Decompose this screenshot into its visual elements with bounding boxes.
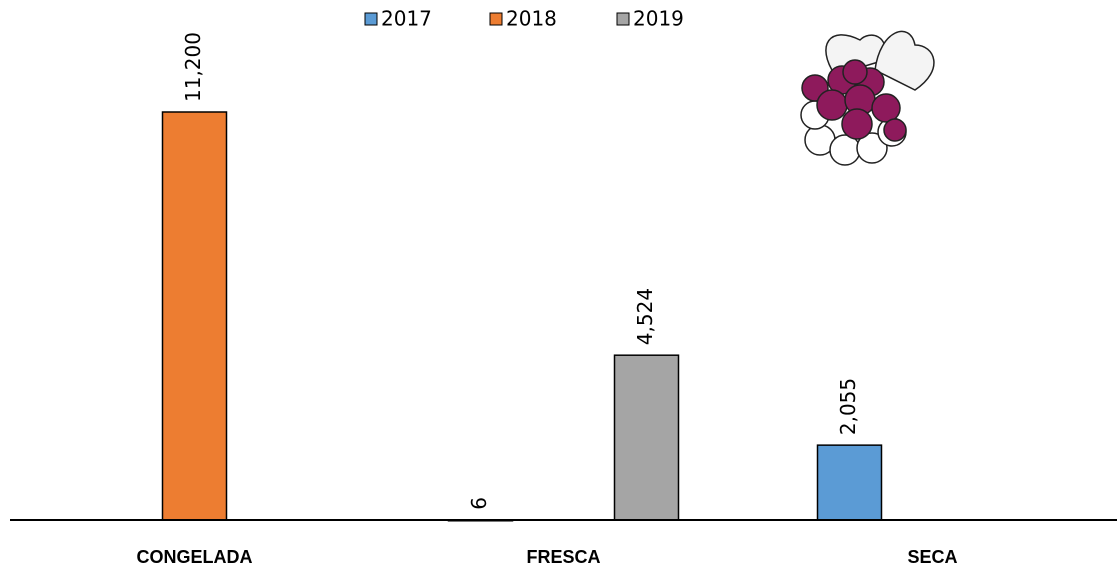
bar — [816, 444, 883, 521]
x-tick-label: FRESCA — [526, 547, 600, 567]
legend-label: 2018 — [506, 7, 557, 31]
bar — [613, 354, 680, 521]
x-tick-label: CONGELADA — [137, 547, 253, 567]
x-tick-label: SECA — [907, 547, 957, 567]
value-label: 11,200 — [181, 32, 205, 102]
value-label: 2,055 — [836, 378, 860, 435]
legend-swatch — [364, 12, 378, 26]
legend-swatch — [616, 12, 630, 26]
legend-swatch — [489, 12, 503, 26]
bar — [161, 111, 228, 521]
legend-label: 2019 — [633, 7, 684, 31]
value-label: 4,524 — [633, 288, 657, 345]
raspberry-illustration — [800, 30, 935, 166]
value-label: 6 — [467, 497, 491, 510]
legend-label: 2017 — [381, 7, 432, 31]
